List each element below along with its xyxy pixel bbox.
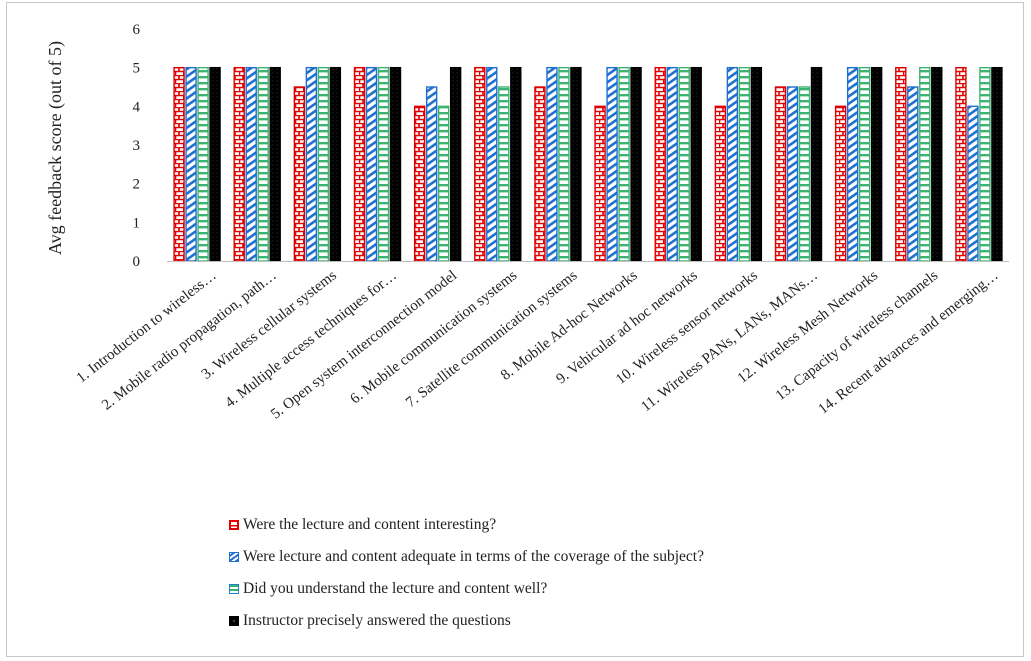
legend-item-series1: Were the lecture and content interesting… [229,511,704,538]
bar-series3-cat12 [858,66,871,262]
bar-series4-cat11 [810,66,823,262]
bar-series2-cat7 [546,66,558,262]
bar-series1-cat7 [534,86,546,262]
bar-series2-cat3 [305,66,318,262]
bar-series4-cat5 [449,66,462,262]
bar-series1-cat11 [774,86,787,262]
legend-label: Instructor precisely answered the questi… [243,611,511,629]
bar-series-group [173,66,1003,262]
y-tick-label: 5 [133,61,141,77]
bar-series1-cat9 [654,66,666,262]
y-tick-label: 2 [133,177,141,193]
bar-series3-cat11 [798,86,811,262]
legend-label: Were the lecture and content interesting… [243,515,497,533]
bar-series4-cat6 [510,66,522,262]
y-axis-ticks: 0 1 2 3 4 5 6 [133,22,141,270]
legend-label: Did you understand the lecture and conte… [243,579,548,597]
legend-item-series2: Were lecture and content adequate in ter… [229,543,704,570]
legend-swatch [229,583,239,594]
bar-series4-cat4 [389,66,402,262]
bar-series1-cat3 [293,86,306,262]
y-tick-label: 3 [133,138,141,154]
x-axis-labels: 1. Introduction to wireless…2. Mobile ra… [74,267,1002,422]
bar-series3-cat10 [738,66,751,262]
bar-series1-cat14 [955,66,967,262]
bar-series4-cat13 [931,66,943,262]
y-tick-label: 1 [133,215,141,231]
bar-series2-cat14 [967,105,979,262]
bar-series4-cat9 [690,66,702,262]
y-tick-label: 0 [133,254,141,270]
legend-swatch [229,615,239,626]
bar-series2-cat6 [486,66,498,262]
bar-series4-cat8 [630,66,642,262]
bar-chart: Avg feedback score (out of 5) 0 1 2 3 4 5 6 1.… [45,22,1009,422]
bar-series1-cat4 [353,66,366,262]
bar-series4-cat7 [570,66,582,262]
bar-series1-cat8 [594,105,606,262]
bar-series2-cat10 [726,66,739,262]
bar-series1-cat6 [474,66,486,262]
bar-series4-cat1 [209,66,221,262]
bar-series2-cat8 [606,66,618,262]
y-tick-label: 6 [133,22,141,38]
bar-series2-cat12 [846,66,859,262]
y-tick-label: 4 [133,99,141,115]
legend-item-series3: Did you understand the lecture and conte… [229,575,704,602]
bar-series4-cat2 [269,66,281,262]
legend-label: Were lecture and content adequate in ter… [243,547,704,565]
bar-series1-cat2 [233,66,245,262]
legend-swatch [229,519,239,530]
bar-series3-cat6 [498,86,510,262]
bar-series3-cat9 [678,66,690,262]
bar-series2-cat4 [365,66,378,262]
bar-series2-cat2 [245,66,257,262]
bar-series3-cat1 [197,66,209,262]
bar-series1-cat12 [834,105,847,262]
legend: Were the lecture and content interesting… [229,511,704,639]
bar-series3-cat14 [979,66,991,262]
bar-series1-cat1 [173,66,185,262]
bar-series3-cat3 [317,66,330,262]
bar-series2-cat11 [786,86,799,262]
bar-series2-cat5 [425,86,438,262]
bar-series3-cat2 [257,66,269,262]
legend-item-series4: Instructor precisely answered the questi… [229,607,704,634]
bar-series1-cat5 [413,105,426,262]
bar-series3-cat4 [377,66,390,262]
bar-series4-cat12 [870,66,883,262]
bar-series2-cat13 [907,86,919,262]
bar-series1-cat10 [714,105,727,262]
bar-series2-cat1 [185,66,197,262]
bar-series4-cat3 [329,66,342,262]
chart-frame: Avg feedback score (out of 5) 0 1 2 3 4 5 6 1.… [6,2,1024,657]
bar-series3-cat5 [437,105,450,262]
bar-series3-cat8 [618,66,630,262]
bar-series2-cat9 [666,66,678,262]
bar-series4-cat10 [750,66,763,262]
y-axis-title: Avg feedback score (out of 5) [45,41,66,255]
bar-series1-cat13 [895,66,907,262]
bar-series3-cat13 [919,66,931,262]
bar-series3-cat7 [558,66,570,262]
bar-series4-cat14 [991,66,1003,262]
legend-swatch [229,551,239,562]
